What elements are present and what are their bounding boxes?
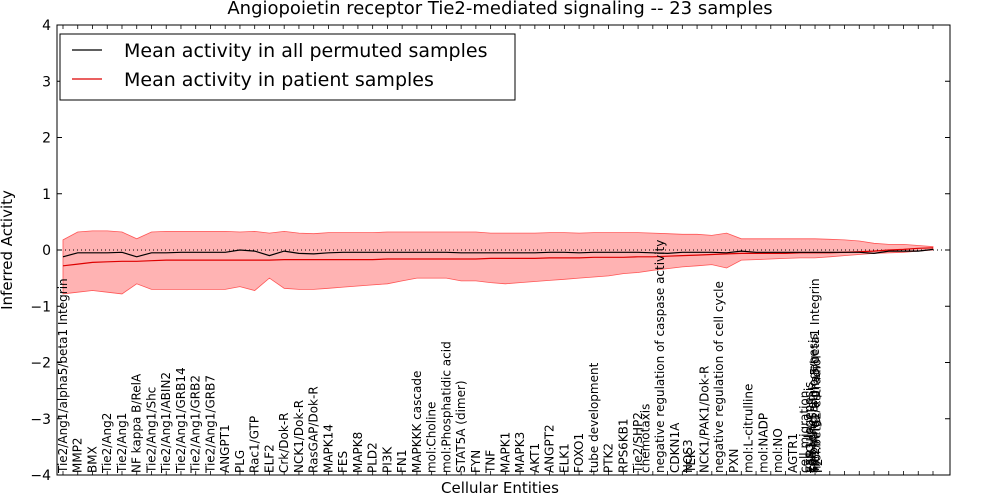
series-line-permuted	[62, 248, 934, 258]
legend-label-permuted: Mean activity in all permuted samples	[124, 40, 487, 62]
category-label: Tie2/Ang2	[100, 413, 114, 474]
category-label: Tie2/Ang1/GRB2	[189, 375, 203, 474]
category-label: RasGAP/Dok-R	[307, 386, 321, 473]
category-label: PI3K	[380, 446, 394, 473]
category-label: mol:NADP	[756, 413, 770, 473]
category-label: FOXO1	[572, 433, 586, 473]
category-label: PLG	[233, 450, 247, 473]
series-layer	[62, 247, 934, 267]
category-label: Rac1/GTP	[248, 416, 262, 473]
y-tick-label: −2	[30, 356, 51, 372]
y-tick-label: −4	[30, 468, 51, 484]
category-label: RPS6KB1	[616, 418, 630, 473]
category-label: CDKN1A	[668, 422, 682, 473]
y-tick-label: 2	[42, 131, 51, 147]
category-label: PLD2	[366, 442, 380, 473]
category-label: Tie2/Ang1/alpha5/beta1 Integrin	[56, 278, 70, 474]
category-label: MAPK3	[513, 432, 527, 473]
category-label: Tie2/Ang1/GRB14	[174, 367, 188, 474]
category-labels: Tie2/Ang1/alpha5/beta1 Integrin MMP2 BMX Ti…	[56, 240, 825, 474]
category-label: MMP2	[71, 437, 85, 473]
category-label: ESR1	[804, 442, 818, 473]
category-label: tube development	[587, 362, 601, 473]
category-label: mol:Phosphatidic acid	[439, 341, 453, 473]
x-ticks	[62, 25, 934, 475]
plot-frame	[56, 24, 951, 476]
chart-title: Angiopoietin receptor Tie2-mediated sign…	[227, 0, 772, 19]
y-tick-label: 3	[42, 74, 51, 90]
category-label: chemotaxis	[638, 404, 652, 473]
category-label: MAPKKK cascade	[410, 371, 424, 473]
y-tick-label: −3	[30, 412, 51, 428]
category-label: STAT5A (dimer)	[454, 380, 468, 473]
category-label: TEK	[684, 449, 698, 474]
category-label: AGTR1	[786, 433, 800, 473]
category-label: PTK2	[602, 443, 616, 473]
category-label: mol:beta2-estradiol	[810, 355, 824, 473]
category-label: MAPK8	[351, 432, 365, 473]
category-label: MAPK14	[321, 424, 335, 473]
category-label: BMX	[85, 446, 99, 473]
category-label: FES	[336, 451, 350, 473]
category-label: negative regulation of cell cycle	[712, 281, 726, 473]
category-label: NF kappa B/RelA	[130, 373, 144, 473]
y-ticks: −4 −3 −2 −1 0 1 2 3 4	[30, 18, 950, 484]
y-axis-label: Inferred Activity	[0, 190, 16, 310]
legend-label-patient: Mean activity in patient samples	[124, 69, 434, 91]
category-label: NCK1/PAK1/Dok-R	[697, 366, 711, 473]
category-label: vasculogenesis	[802, 382, 816, 473]
category-label: NOS3	[681, 439, 695, 473]
category-label: cell adhesion	[805, 394, 819, 473]
category-label: cell migration	[798, 391, 812, 473]
category-label: Tie2/Ang1	[115, 413, 129, 474]
category-label: Tie2/Ang1/Shc	[144, 387, 158, 474]
category-label: F2	[811, 458, 825, 473]
plot-area: −4 −3 −2 −1 0 1 2 3 4 Tie2/Ang1/alpha5/beta1 Int…	[30, 18, 951, 484]
category-label: ANGPT1	[218, 424, 232, 473]
category-label: ANGPT2	[543, 424, 557, 473]
category-label: ELK1	[557, 443, 571, 473]
category-label: MAPK1	[498, 432, 512, 473]
x-axis-label: Cellular Entities	[441, 479, 559, 497]
category-label: PXN	[727, 449, 741, 473]
y-tick-label: 0	[42, 243, 51, 259]
category-label: mol:NO	[771, 428, 785, 473]
category-label: AKT1	[528, 443, 542, 473]
category-label: NCK1/Dok-R	[292, 400, 306, 473]
category-label: FN1	[395, 449, 409, 473]
category-label: TNF	[484, 450, 498, 474]
category-label: Tie2/Ang1/GRB7	[203, 375, 217, 474]
category-label: Crk/Dok-R	[277, 412, 291, 473]
legend-box	[59, 33, 516, 101]
category-label: Tie2/Ang1/alpha5/beta1 Integrin	[808, 278, 822, 474]
y-tick-label: 4	[42, 18, 51, 34]
category-label: Tie2/SHP2	[631, 412, 645, 474]
category-label: mol:L-citrulline	[742, 384, 756, 473]
legend: Mean activity in all permuted samples Me…	[59, 33, 516, 101]
category-label: Tie2/Ang1/ABIN2	[159, 372, 173, 474]
series-line-patient	[62, 247, 934, 267]
category-label: sprouting angiogenesis	[807, 333, 821, 473]
category-label: mol:Choline	[425, 402, 439, 473]
category-label: FYN	[469, 450, 483, 473]
y-tick-label: −1	[30, 299, 51, 315]
y-tick-label: 1	[42, 187, 51, 203]
category-label: ELF2	[262, 444, 276, 473]
category-label: negative regulation of caspase activity	[653, 240, 667, 473]
